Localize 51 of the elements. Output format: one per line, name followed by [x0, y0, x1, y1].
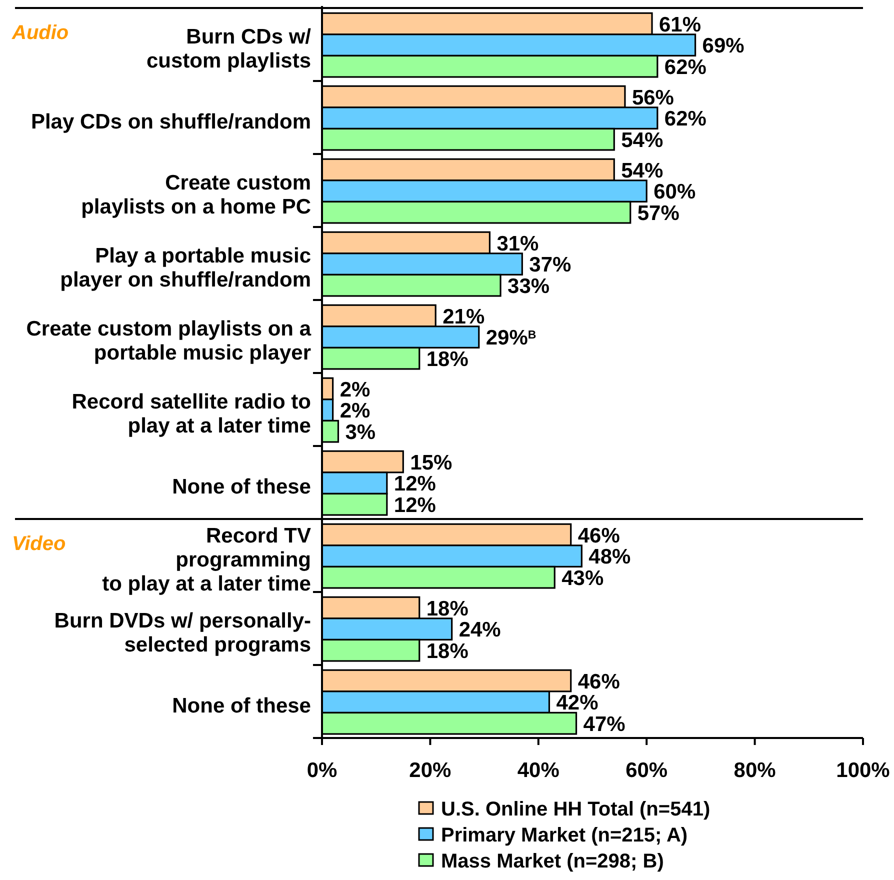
data-label: 42% [556, 692, 599, 715]
legend-label: Primary Market (n=215; A) [441, 824, 688, 846]
y-tick-label: Create custom playlists on a home PC [75, 172, 311, 218]
y-tick-label: Play CDs on shuffle/random [30, 110, 311, 134]
data-label: 21% [442, 305, 485, 328]
data-label: 18% [426, 640, 469, 663]
data-label: 24% [458, 618, 502, 642]
data-label: 47% [583, 712, 626, 736]
data-label: 62% [664, 56, 707, 79]
data-label: 43% [562, 566, 604, 590]
data-label: 57% [637, 202, 680, 225]
data-label: 18% [426, 597, 469, 620]
x-tick-label: 60% [626, 759, 668, 782]
data-label: 2% [340, 400, 370, 423]
data-label: 12% [394, 494, 436, 517]
data-label: 56% [632, 86, 674, 110]
data-label: 31% [496, 232, 540, 256]
data-label: 37% [529, 254, 572, 277]
data-label: 12% [394, 472, 436, 496]
legend-label: U.S. Online HH Total (n=541) [441, 798, 710, 820]
text: Video [12, 533, 66, 555]
data-label: 3% [345, 420, 376, 444]
data-label: 46% [578, 524, 620, 548]
y-tick-label: Create custom playlists on a portable music player [26, 318, 312, 364]
x-tick-label: 40% [517, 759, 560, 782]
data-label: 15% [410, 451, 453, 474]
data-label: 18% [426, 348, 469, 371]
x-tick-label: 80% [734, 759, 776, 782]
y-tick-label: Record satellite radio to play at a later time [72, 390, 311, 438]
text: Audio [11, 22, 69, 44]
data-label: 48% [588, 546, 632, 569]
data-label: 2% [340, 378, 370, 402]
y-tick-label: Play a portable music player on shuffle/random [54, 244, 312, 292]
data-label: 60% [654, 180, 696, 204]
data-label: 62% [664, 108, 707, 131]
x-tick-label: 100% [836, 759, 890, 782]
data-label: 54% [621, 159, 664, 182]
legend-label: Mass Market (n=298; B) [441, 850, 664, 872]
x-tick-label: 20% [409, 759, 452, 782]
data-label: 33% [508, 274, 550, 298]
data-label: 69% [702, 34, 745, 58]
data-label: 54% [621, 128, 664, 152]
x-tick-label: 0% [306, 759, 338, 782]
y-tick-label: Record TV programming to play at a later time [96, 524, 311, 596]
data-label: 61% [659, 13, 702, 36]
data-label: 29%$^{B}$ [486, 326, 536, 350]
y-tick-label: None of these [172, 476, 311, 498]
data-label: 46% [578, 670, 620, 694]
y-tick-label: Burn DVDs w/ personally- selected programs [54, 610, 312, 656]
y-tick-label: None of these [172, 694, 311, 718]
y-tick-label: Burn CDs w/ custom playlists [140, 26, 312, 72]
